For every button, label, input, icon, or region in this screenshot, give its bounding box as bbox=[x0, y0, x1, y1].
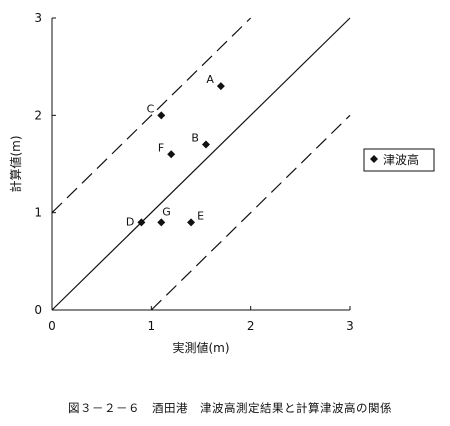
point-label-f: F bbox=[158, 141, 164, 154]
data-point-f bbox=[167, 150, 176, 159]
y-axis-label: 計算値(m) bbox=[8, 135, 23, 192]
legend-diamond-marker bbox=[370, 155, 378, 163]
reference-line-dashed bbox=[51, 17, 252, 214]
figure-caption: 図３－２－６ 酒田港 津波高測定結果と計算津波高の関係 bbox=[68, 401, 392, 415]
reference-line-dashed bbox=[150, 114, 351, 311]
x-tick-label: 1 bbox=[148, 319, 156, 333]
y-ticks: 0 1 2 3 bbox=[34, 11, 56, 317]
point-label-c: C bbox=[147, 102, 155, 115]
data-point-c bbox=[157, 111, 166, 120]
data-point-b bbox=[201, 140, 210, 149]
y-tick-label: 1 bbox=[34, 206, 42, 220]
data-point-a bbox=[216, 82, 225, 91]
x-tick-label: 3 bbox=[346, 319, 354, 333]
x-axis-label: 実測値(m) bbox=[172, 340, 229, 355]
data-point-d bbox=[137, 218, 146, 227]
x-tick-label: 2 bbox=[247, 319, 255, 333]
point-label-a: A bbox=[206, 73, 214, 86]
x-tick-label: 0 bbox=[48, 319, 56, 333]
data-point-g bbox=[157, 218, 166, 227]
legend: 津波高 bbox=[363, 148, 435, 172]
data-point-e bbox=[187, 218, 196, 227]
data-points: A B C D E F G bbox=[126, 73, 225, 228]
legend-label: 津波高 bbox=[383, 152, 419, 167]
point-label-g: G bbox=[162, 205, 171, 218]
legend-box bbox=[363, 148, 435, 172]
point-label-e: E bbox=[197, 209, 204, 222]
y-tick-label: 2 bbox=[34, 108, 42, 122]
reference-lines bbox=[51, 17, 351, 311]
point-label-d: D bbox=[126, 215, 134, 228]
reference-line-solid bbox=[51, 17, 351, 311]
y-tick-label: 3 bbox=[34, 11, 42, 25]
point-label-b: B bbox=[191, 132, 199, 145]
axes bbox=[51, 18, 350, 311]
y-tick-label: 0 bbox=[34, 303, 42, 317]
